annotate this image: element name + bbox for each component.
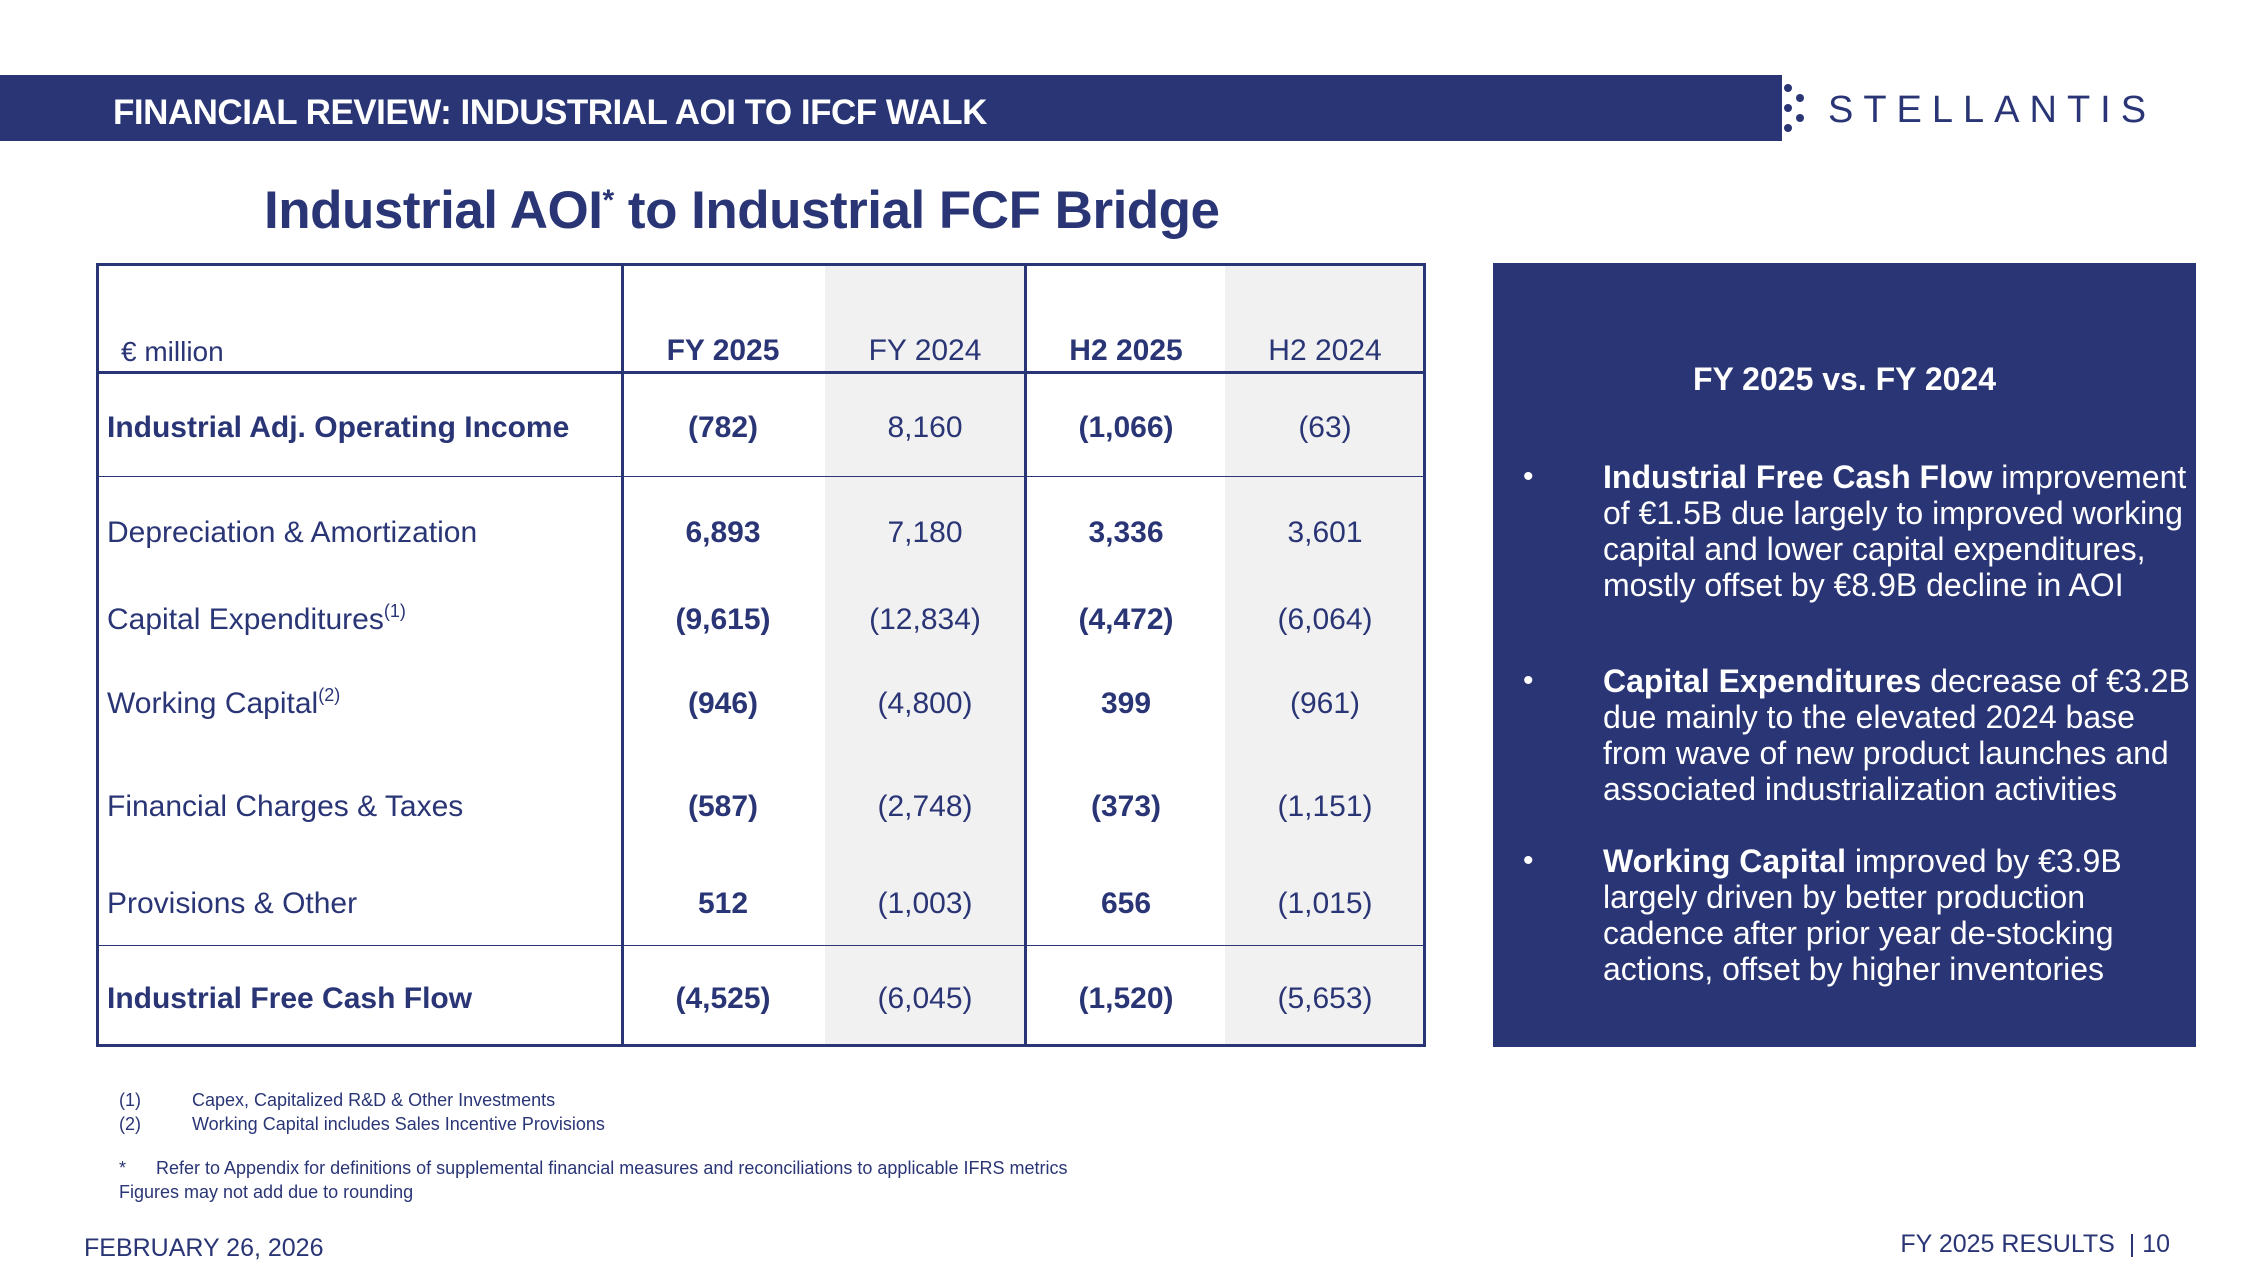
- table-cell: (1,520): [1078, 982, 1174, 1015]
- footer-results: FY 2025 RESULTS | 10: [1900, 1230, 2170, 1258]
- table-cell: 8,160: [887, 411, 963, 444]
- row-label-capex: Capital Expenditures(1): [107, 601, 406, 636]
- unit-label: € million: [121, 336, 224, 367]
- row-label-aoi: Industrial Adj. Operating Income: [107, 411, 570, 444]
- footnote-rounding: Figures may not add due to rounding: [119, 1182, 414, 1202]
- table-cell: (6,045): [877, 982, 973, 1015]
- table-cell: (1,003): [877, 887, 973, 920]
- row-label-da: Depreciation & Amortization: [107, 516, 478, 549]
- header-rule: [99, 371, 1423, 374]
- page-number: | 10: [2128, 1230, 2170, 1258]
- h22024-shade: [1225, 266, 1423, 1044]
- table-cell: (2,748): [877, 790, 973, 823]
- table-cell: (1,151): [1277, 790, 1373, 823]
- footnote-2-text: Working Capital includes Sales Incentive…: [192, 1114, 605, 1134]
- row-label-provisions: Provisions & Other: [107, 887, 358, 920]
- table-cell: (946): [687, 687, 759, 720]
- table-cell: (6,064): [1277, 603, 1373, 636]
- bridge-table: € million FY 2025 FY 2024 H2 2025 H2 202…: [96, 263, 1426, 1047]
- row-rule-1: [99, 476, 1423, 477]
- commentary-panel: FY 2025 vs. FY 2024 • Industrial Free Ca…: [1493, 263, 2196, 1047]
- col-header-fy2024: FY 2024: [868, 334, 982, 367]
- table-cell: (12,834): [869, 603, 981, 636]
- footnote-star-marker: *: [119, 1158, 127, 1178]
- panel-title: FY 2025 vs. FY 2024: [1692, 361, 1997, 397]
- table-cell: 656: [1100, 887, 1152, 920]
- table-cell: 7,180: [887, 516, 963, 549]
- table-cell: 3,601: [1287, 516, 1363, 549]
- row-rule-2: [99, 945, 1423, 946]
- header-bar: FINANCIAL REVIEW: INDUSTRIAL AOI TO IFCF…: [0, 75, 1782, 141]
- col-header-fy2025: FY 2025: [666, 334, 780, 367]
- bullet-text: Capital Expenditures decrease of €3.2B d…: [1603, 663, 2190, 807]
- row-label-wc: Working Capital(2): [107, 685, 341, 720]
- table-cell: 512: [697, 887, 749, 920]
- table-cell: (4,800): [877, 687, 973, 720]
- footnote-star-text: Refer to Appendix for definitions of sup…: [156, 1158, 1068, 1178]
- table-cell: (4,525): [675, 982, 771, 1015]
- table-cell: (1,015): [1277, 887, 1373, 920]
- logo-dots-icon: [1784, 84, 1804, 132]
- divider-v2: [1024, 266, 1027, 1044]
- bullet-dot-icon: •: [1523, 844, 1534, 877]
- page-title: Industrial AOI* to Industrial FCF Bridge: [264, 181, 1220, 240]
- logo-wordmark: STELLANTIS: [1828, 89, 2157, 131]
- row-label-fct: Financial Charges & Taxes: [107, 790, 464, 823]
- table-cell: (373): [1090, 790, 1162, 823]
- fy2024-shade: [825, 266, 1025, 1044]
- col-header-h22025: H2 2025: [1069, 334, 1183, 367]
- bullet-dot-icon: •: [1523, 460, 1534, 493]
- col-header-h22024: H2 2024: [1268, 334, 1382, 367]
- table-cell: (4,472): [1078, 603, 1174, 636]
- table-cell: 3,336: [1088, 516, 1164, 549]
- footer-date: FEBRUARY 26, 2026: [84, 1234, 324, 1262]
- table-cell: (9,615): [675, 603, 771, 636]
- bullet-text: Industrial Free Cash Flow improvement of…: [1603, 459, 2187, 603]
- table-cell: (5,653): [1277, 982, 1373, 1015]
- table-cell: 399: [1100, 687, 1152, 720]
- stellantis-logo: STELLANTIS: [1778, 70, 2198, 150]
- footnote-1-text: Capex, Capitalized R&D & Other Investmen…: [192, 1090, 556, 1110]
- footnote-2-marker: (2): [119, 1114, 141, 1134]
- table-cell: (782): [687, 411, 759, 444]
- table-cell: (587): [687, 790, 759, 823]
- header-title: FINANCIAL REVIEW: INDUSTRIAL AOI TO IFCF…: [113, 93, 987, 132]
- table-cell: (1,066): [1078, 411, 1174, 444]
- bullet-dot-icon: •: [1523, 664, 1534, 697]
- footnote-1-marker: (1): [119, 1090, 141, 1110]
- table-cell: (63): [1298, 411, 1352, 444]
- row-label-ifcf: Industrial Free Cash Flow: [107, 982, 473, 1015]
- divider-v1: [621, 266, 624, 1044]
- table-cell: 6,893: [685, 516, 761, 549]
- bullet-text: Working Capital improved by €3.9B largel…: [1603, 843, 2122, 987]
- table-cell: (961): [1289, 687, 1361, 720]
